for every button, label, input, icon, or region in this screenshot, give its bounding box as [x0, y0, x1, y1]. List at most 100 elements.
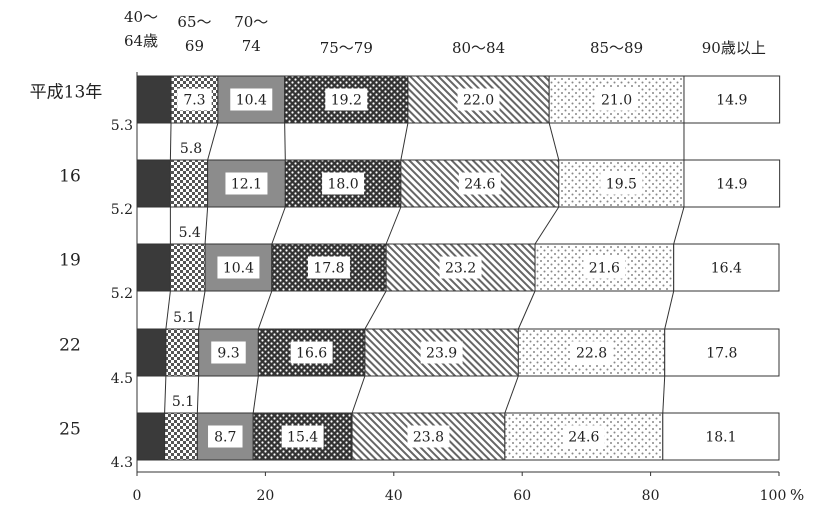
data-label: 14.9: [716, 93, 747, 109]
legend-label: 85〜89: [590, 39, 643, 57]
data-label: 5.2: [111, 202, 133, 218]
connector-line: [400, 122, 409, 161]
data-label: 5.1: [172, 394, 194, 410]
data-label: 23.9: [426, 346, 457, 362]
data-label: 24.6: [464, 177, 495, 193]
legend-label: 40〜 64歳: [124, 8, 158, 50]
connector-line: [548, 122, 560, 161]
data-label-box: [562, 425, 605, 448]
category-label: 22: [59, 336, 81, 356]
connector-line: [664, 290, 675, 330]
connector-line: [198, 290, 206, 330]
data-label: 5.4: [179, 225, 201, 241]
data-label-box: [600, 172, 643, 195]
connector-line: [169, 122, 172, 161]
data-label-box: [322, 172, 365, 195]
bar-segment: [164, 412, 198, 461]
data-label: 22.0: [463, 93, 494, 109]
data-label-box: [407, 425, 450, 448]
data-label: 18.0: [327, 177, 358, 193]
data-label: 9.3: [217, 346, 239, 362]
bar-segment: [683, 75, 781, 124]
data-label-box: [217, 256, 260, 279]
connector-line: [164, 375, 167, 414]
data-label: 22.8: [576, 346, 607, 362]
data-label-box: [583, 256, 626, 279]
connector-line: [257, 290, 273, 330]
bar-segment: [165, 328, 200, 377]
legend-label: 70〜 74: [234, 13, 268, 55]
data-label-box: [439, 256, 482, 279]
connector-line: [351, 375, 366, 414]
connector-line: [534, 206, 560, 245]
data-label-box: [595, 88, 638, 111]
category-label: 平成13年: [30, 83, 103, 103]
data-label-box: [290, 341, 333, 364]
connector-line: [284, 122, 286, 161]
data-label: 4.5: [111, 371, 133, 387]
bar-segment: [664, 328, 780, 377]
x-unit-label: %: [790, 486, 804, 504]
data-label-box: [230, 88, 273, 111]
category-label: 16: [59, 167, 81, 187]
data-label: 10.4: [223, 261, 254, 277]
data-label: 21.6: [589, 261, 620, 277]
x-tick-label: 0: [133, 488, 142, 504]
connector-line: [271, 206, 286, 245]
bar-segment: [662, 412, 780, 461]
data-label: 18.1: [705, 430, 736, 446]
connector-lines: [164, 122, 685, 414]
data-label: 23.8: [413, 430, 444, 446]
category-label: 25: [59, 420, 81, 440]
bar-segment: [284, 159, 402, 208]
legend-label: 65〜 69: [177, 13, 211, 55]
data-label: 5.8: [180, 141, 202, 157]
data-label: 10.4: [236, 93, 267, 109]
data-label-box: [570, 341, 613, 364]
data-label-box: [307, 256, 350, 279]
data-label-box: [225, 172, 268, 195]
x-tick-label: 80: [642, 488, 660, 504]
legend-label: 80〜84: [452, 39, 505, 57]
data-label: 23.2: [445, 261, 476, 277]
data-label: 16.4: [711, 261, 742, 277]
connector-line: [517, 290, 536, 330]
x-tick-label: 100: [760, 488, 787, 504]
data-label-box: [458, 172, 501, 195]
bar-segment: [169, 243, 206, 292]
data-label: 17.8: [706, 346, 737, 362]
legend: 40〜 64歳 65〜 69 70〜 74 75〜79 80〜84 85〜89 90歳以上: [124, 8, 766, 57]
connector-line: [204, 206, 209, 245]
bar-segment: [683, 159, 781, 208]
connector-line: [196, 375, 200, 414]
legend-label: 90歳以上: [702, 39, 766, 57]
data-label: 12.1: [231, 177, 262, 193]
bar-segment: [169, 159, 209, 208]
connector-line: [252, 375, 259, 414]
data-label: 14.9: [716, 177, 747, 193]
data-label: 8.7: [214, 430, 236, 446]
connector-line: [385, 206, 402, 245]
data-label: 4.3: [111, 455, 133, 471]
data-label: 24.6: [568, 430, 599, 446]
data-label-box: [211, 341, 246, 364]
x-tick-label: 40: [385, 488, 403, 504]
data-label: 17.8: [313, 261, 344, 277]
data-label-box: [177, 88, 212, 111]
data-label-box: [457, 88, 500, 111]
connector-line: [662, 375, 666, 414]
data-label: 16.6: [296, 346, 327, 362]
bar-segment: [673, 243, 780, 292]
bar-segment: [136, 159, 171, 208]
category-labels: 平成13年 16 19 22 25: [30, 83, 103, 440]
bar-segment: [136, 75, 172, 124]
data-label: 15.4: [287, 430, 318, 446]
data-label: 5.3: [111, 118, 133, 134]
connector-line: [364, 290, 387, 330]
bar-segment: [136, 412, 166, 461]
legend-label: 75〜79: [320, 39, 373, 57]
x-axis: 0 20 40 60 80 100%: [133, 72, 804, 504]
data-label-box: [281, 425, 324, 448]
data-label: 19.2: [331, 93, 362, 109]
data-label: 5.2: [111, 286, 133, 302]
